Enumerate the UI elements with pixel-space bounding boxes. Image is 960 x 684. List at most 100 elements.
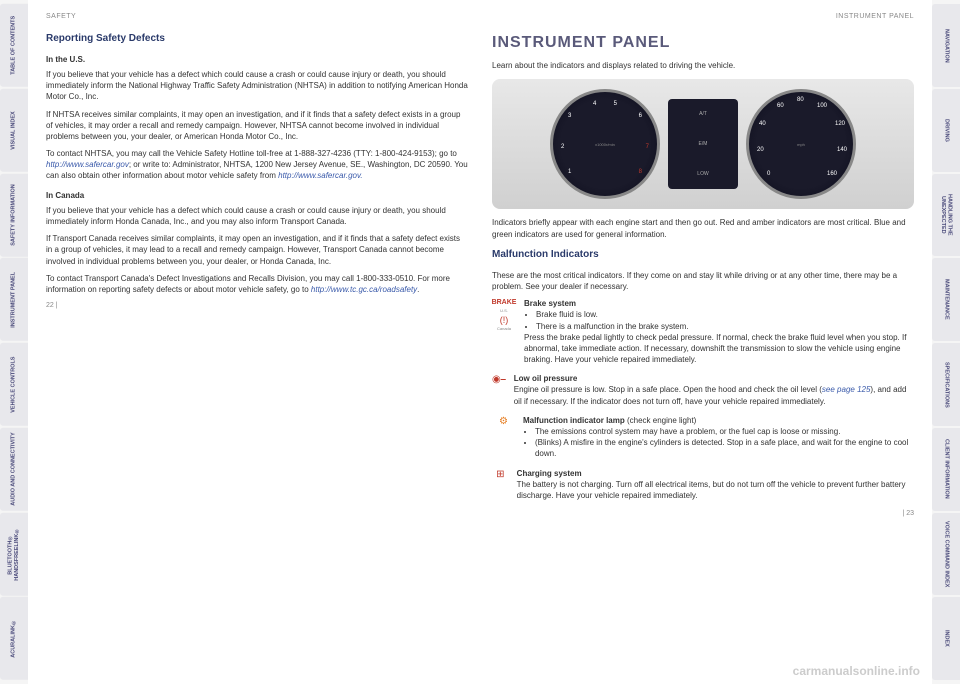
sn1: 20	[757, 146, 764, 154]
right-intro: Learn about the indicators and displays …	[492, 60, 914, 71]
mil-indicator: ⚙ Malfunction indicator lamp (check engi…	[492, 415, 914, 460]
cd2: E/M	[699, 141, 708, 148]
sn4: 80	[797, 96, 804, 104]
sn5: 100	[817, 102, 827, 110]
oil-indicator: ◉⎯ Low oil pressure Engine oil pressure …	[492, 373, 914, 407]
tach-numbers: 1 2 3 4 5 6 7 8	[553, 92, 657, 196]
tab-visual-index[interactable]: VISUAL INDEX	[0, 89, 28, 172]
brake-canada: Canada	[497, 326, 511, 332]
content-area: SAFETY Reporting Safety Defects In the U…	[28, 0, 932, 684]
brake-indicator: BRAKE U.S. (!) Canada Brake system Brake…	[492, 298, 914, 365]
sn3: 60	[777, 102, 784, 110]
cluster-caption: Indicators briefly appear with each engi…	[492, 217, 914, 239]
malfunction-title: Malfunction Indicators	[492, 248, 914, 262]
tn6: 6	[639, 112, 642, 120]
mil-icon: ⚙	[492, 415, 515, 460]
left-header-text: SAFETY	[46, 12, 76, 22]
safercar-link-1[interactable]: http://www.safercar.gov	[46, 160, 129, 169]
safercar-link-2[interactable]: http://www.safercar.gov.	[278, 171, 362, 180]
mil-title: Malfunction indicator lamp	[523, 416, 625, 425]
chg-p: The battery is not charging. Turn off al…	[517, 479, 914, 501]
tab-safety-info[interactable]: SAFETY INFORMATION	[0, 174, 28, 257]
center-display: A/T E/M LOW	[668, 99, 738, 189]
brake-b1: Brake fluid is low.	[536, 309, 914, 320]
us-p3: To contact NHTSA, you may call the Vehic…	[46, 148, 468, 182]
right-header: INSTRUMENT PANEL	[492, 12, 914, 22]
p6b: .	[417, 285, 419, 294]
tab-maintenance[interactable]: MAINTENANCE	[932, 258, 960, 341]
brake-p: Press the brake pedal lightly to check p…	[524, 332, 914, 366]
left-page: SAFETY Reporting Safety Defects In the U…	[46, 12, 468, 672]
cd3: LOW	[697, 171, 708, 178]
left-header: SAFETY	[46, 12, 468, 22]
speed-numbers: 0 20 40 60 80 100 120 140 160	[749, 92, 853, 196]
oil-p: Engine oil pressure is low. Stop in a sa…	[514, 384, 914, 406]
tab-bluetooth[interactable]: BLUETOOTH® HANDSFREELINK®	[0, 513, 28, 596]
mil-b2: (Blinks) A misfire in the engine's cylin…	[535, 437, 914, 459]
tn3: 3	[568, 112, 571, 120]
ca-p2: If Transport Canada receives similar com…	[46, 233, 468, 267]
tachometer-gauge: x1000r/min 1 2 3 4 5 6 7 8	[550, 89, 660, 199]
brake-body: Brake system Brake fluid is low. There i…	[524, 298, 914, 365]
oil-p1: Engine oil pressure is low. Stop in a sa…	[514, 385, 822, 394]
mil-body: Malfunction indicator lamp (check engine…	[523, 415, 914, 460]
oil-body: Low oil pressure Engine oil pressure is …	[514, 373, 914, 407]
tab-voice[interactable]: VOICE COMMAND INDEX	[932, 513, 960, 596]
page-spread: TABLE OF CONTENTS VISUAL INDEX SAFETY IN…	[0, 0, 960, 684]
tab-instrument-panel[interactable]: INSTRUMENT PANEL	[0, 258, 28, 341]
tn1: 1	[568, 168, 571, 176]
sub-us: In the U.S.	[46, 54, 468, 65]
tab-specs[interactable]: SPECIFICATIONS	[932, 343, 960, 426]
us-p2: If NHTSA receives similar complaints, it…	[46, 109, 468, 143]
tn7: 7	[646, 143, 649, 151]
malfunction-intro: These are the most critical indicators. …	[492, 270, 914, 292]
right-tab-strip: NAVIGATION DRIVING HANDLING THE UNEXPECT…	[932, 0, 960, 684]
speedometer-gauge: mph 0 20 40 60 80 100 120 140 160	[746, 89, 856, 199]
mil-title-row: Malfunction indicator lamp (check engine…	[523, 415, 914, 426]
tn2: 2	[561, 143, 564, 151]
charge-indicator: ⊞ Charging system The battery is not cha…	[492, 468, 914, 502]
tc-link[interactable]: http://www.tc.gc.ca/roadsafety	[311, 285, 417, 294]
sn8: 160	[827, 170, 837, 178]
us-p1: If you believe that your vehicle has a d…	[46, 69, 468, 103]
watermark: carmanualsonline.info	[793, 664, 920, 678]
mil-sub: (check engine light)	[625, 416, 697, 425]
tn5: 5	[614, 100, 617, 108]
tab-client-info[interactable]: CLIENT INFORMATION	[932, 428, 960, 511]
tab-unexpected[interactable]: HANDLING THE UNEXPECTED	[932, 174, 960, 257]
oil-title: Low oil pressure	[514, 373, 914, 384]
brake-title: Brake system	[524, 298, 914, 309]
right-header-text: INSTRUMENT PANEL	[836, 12, 914, 22]
tab-navigation[interactable]: NAVIGATION	[932, 4, 960, 87]
left-title: Reporting Safety Defects	[46, 32, 468, 46]
charge-body: Charging system The battery is not charg…	[517, 468, 914, 502]
brake-b2: There is a malfunction in the brake syst…	[536, 321, 914, 332]
battery-icon: ⊞	[492, 468, 509, 502]
sub-canada: In Canada	[46, 190, 468, 201]
sn7: 140	[837, 146, 847, 154]
brake-text-icon: BRAKE	[492, 298, 517, 308]
ca-p1: If you believe that your vehicle has a d…	[46, 205, 468, 227]
mil-b1: The emissions control system may have a …	[535, 426, 914, 437]
p3a: To contact NHTSA, you may call the Vehic…	[46, 149, 457, 158]
right-page-num: | 23	[492, 509, 914, 519]
oil-icon: ◉⎯	[492, 373, 506, 407]
tab-vehicle-controls[interactable]: VEHICLE CONTROLS	[0, 343, 28, 426]
tab-driving[interactable]: DRIVING	[932, 89, 960, 172]
right-title: INSTRUMENT PANEL	[492, 32, 914, 54]
tab-audio[interactable]: AUDIO AND CONNECTIVITY	[0, 428, 28, 511]
tab-toc[interactable]: TABLE OF CONTENTS	[0, 4, 28, 87]
left-tab-strip: TABLE OF CONTENTS VISUAL INDEX SAFETY IN…	[0, 0, 28, 684]
tab-acuralink[interactable]: ACURALINK®	[0, 597, 28, 680]
cd1: A/T	[699, 111, 707, 118]
brake-circle-icon: (!)	[500, 314, 509, 327]
brake-icon: BRAKE U.S. (!) Canada	[492, 298, 516, 365]
tn4: 4	[593, 100, 596, 108]
instrument-cluster: x1000r/min 1 2 3 4 5 6 7 8 A/T E/M	[492, 79, 914, 209]
sn6: 120	[835, 120, 845, 128]
tab-index[interactable]: INDEX	[932, 597, 960, 680]
right-page: INSTRUMENT PANEL INSTRUMENT PANEL Learn …	[492, 12, 914, 672]
left-page-num: 22 |	[46, 301, 468, 311]
oil-page-link[interactable]: see page 125	[822, 385, 871, 394]
sn0: 0	[767, 170, 770, 178]
